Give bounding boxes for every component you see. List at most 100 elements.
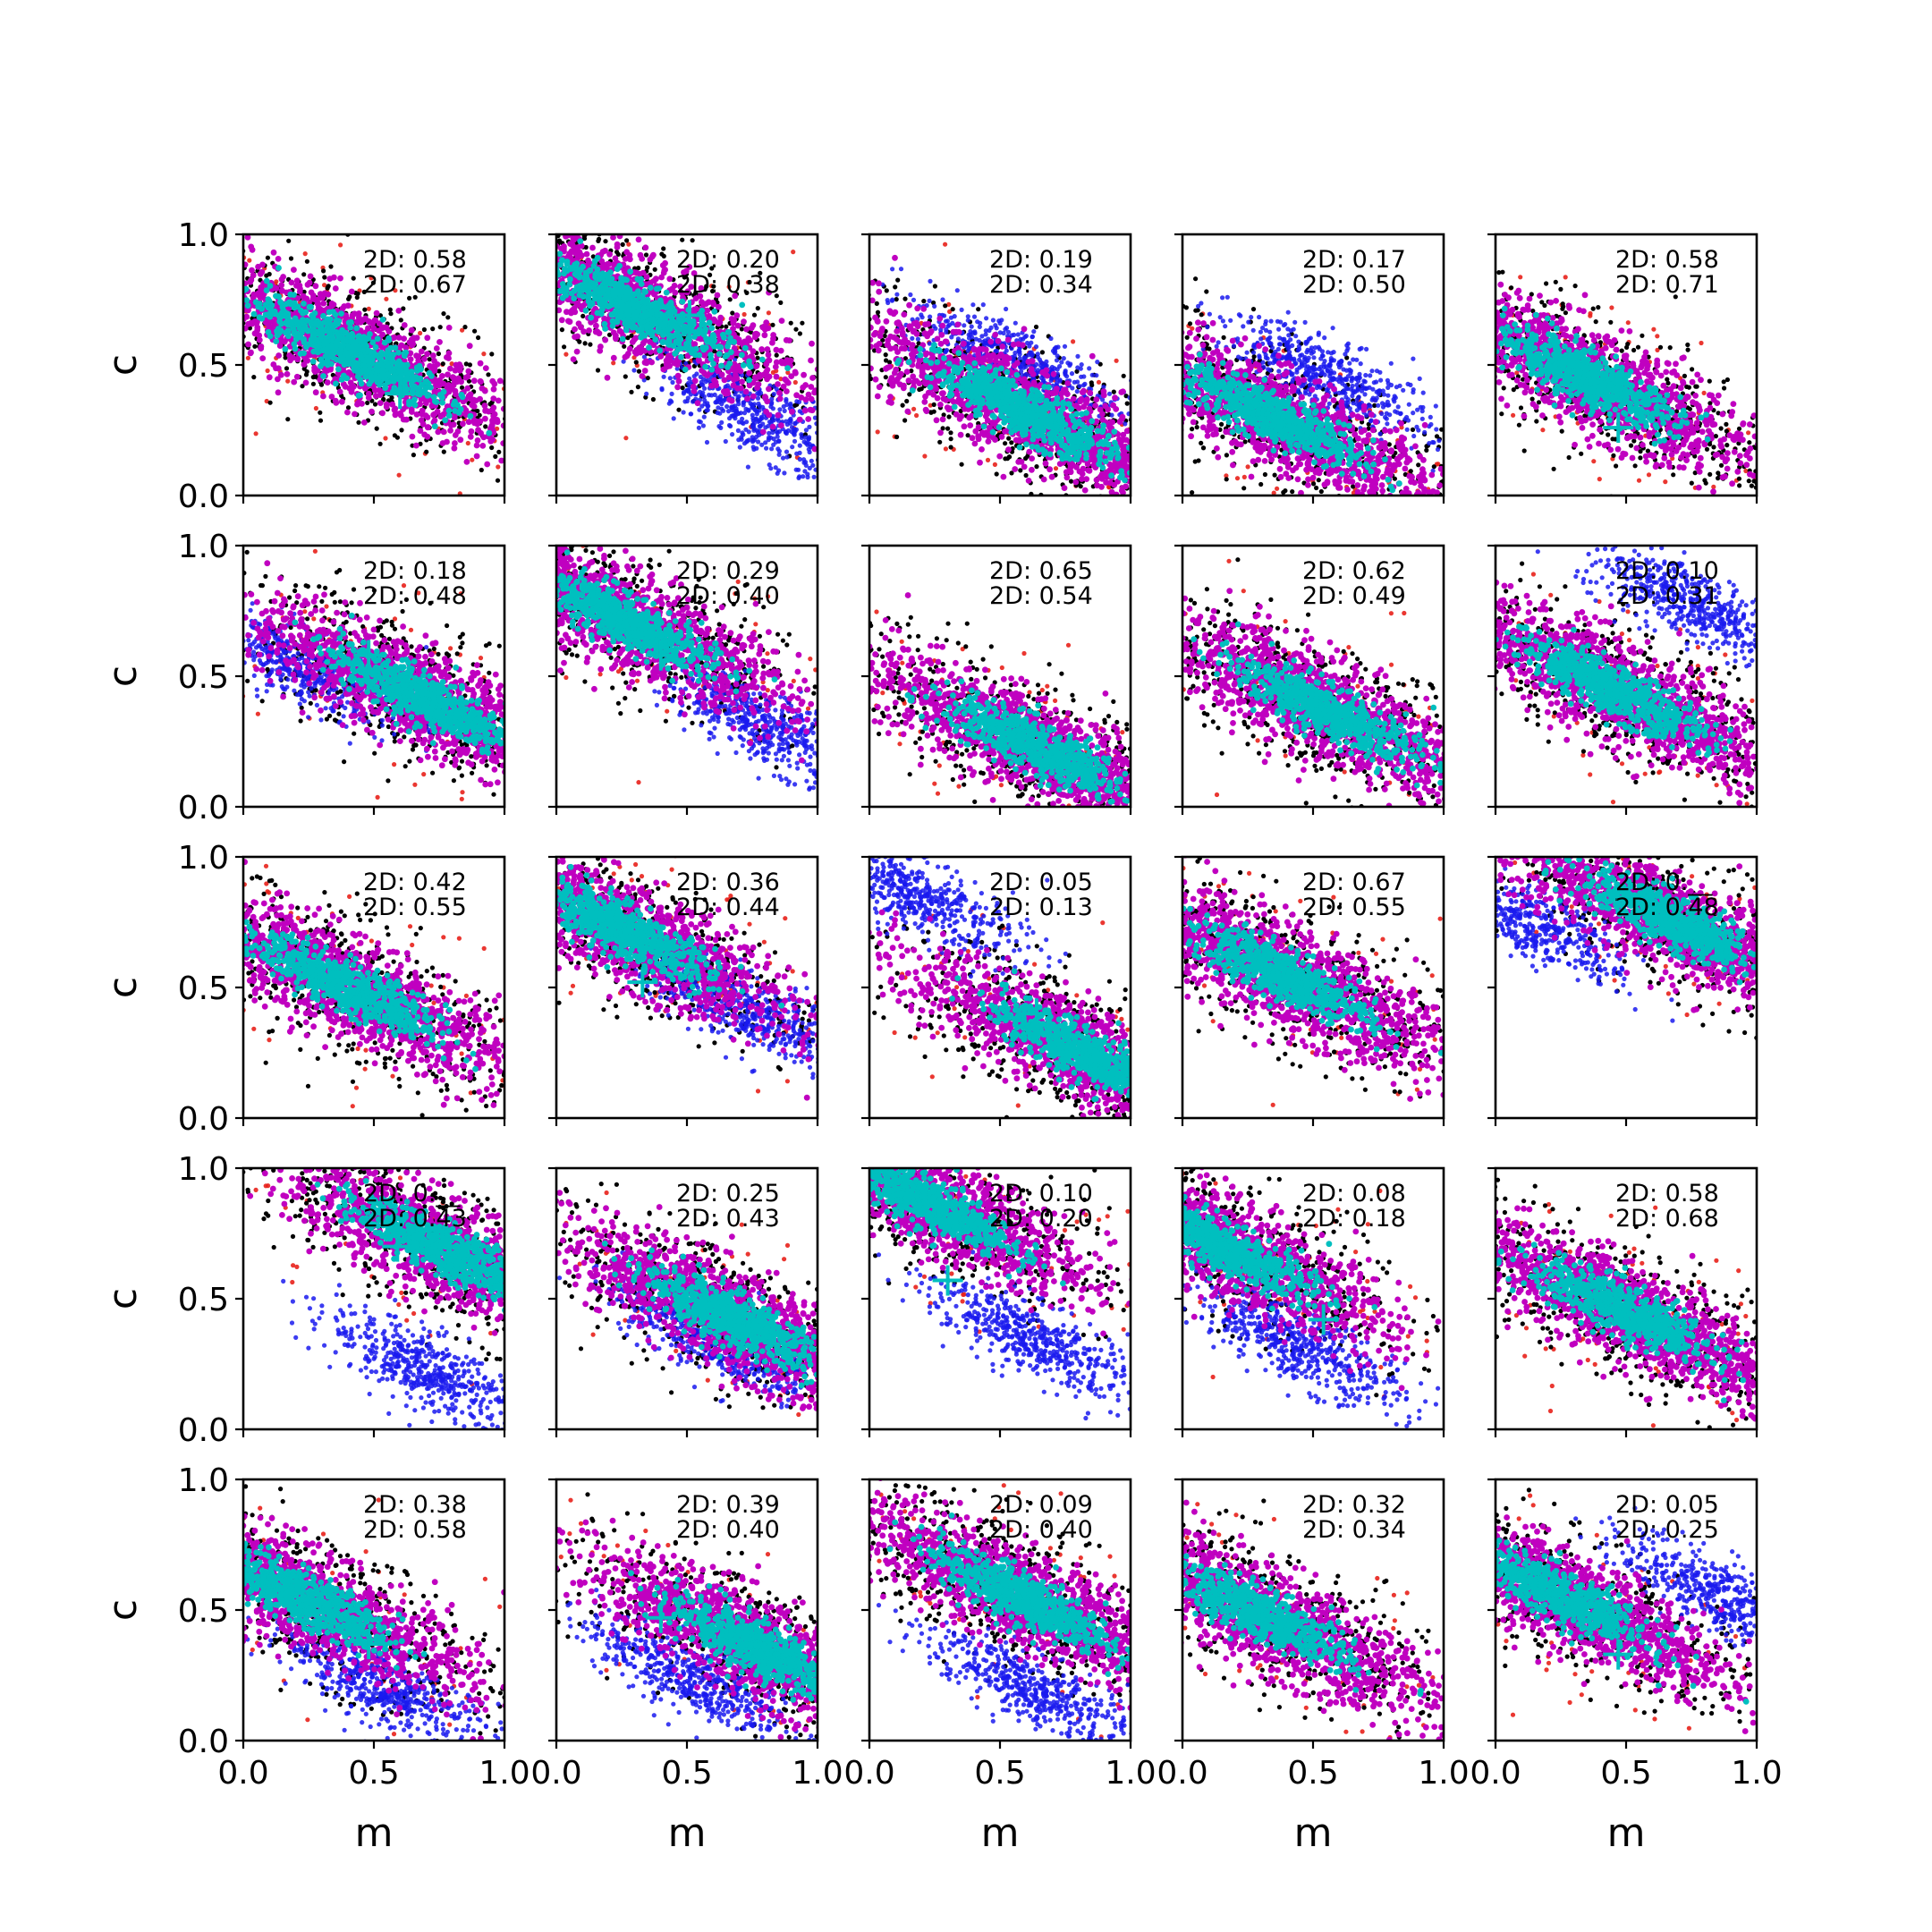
scatter-point <box>464 459 470 465</box>
scatter-point <box>778 422 784 428</box>
scatter-point <box>445 315 450 319</box>
scatter-point <box>625 335 630 340</box>
scatter-point <box>775 353 779 358</box>
scatter-point <box>534 260 538 265</box>
scatter-point <box>303 344 309 351</box>
scatter-point <box>343 384 349 390</box>
scatter-point <box>510 414 516 420</box>
scatter-point <box>439 373 445 379</box>
scatter-point <box>692 377 699 384</box>
scatter-point <box>326 193 330 198</box>
scatter-point <box>301 272 306 276</box>
scatter-point <box>326 355 332 361</box>
scatter-point <box>538 422 545 428</box>
scatter-point <box>203 321 209 327</box>
scatter-point <box>245 342 251 348</box>
scatter-point <box>736 402 741 406</box>
scatter-point <box>439 394 445 401</box>
scatter-point <box>614 250 619 254</box>
scatter-point <box>540 250 547 256</box>
scatter-point <box>627 212 631 216</box>
scatter-point <box>249 267 255 274</box>
scatter-point <box>527 280 533 286</box>
scatter-point <box>835 452 839 456</box>
scatter-point <box>864 469 869 473</box>
scatter-point <box>199 259 203 264</box>
scatter-point <box>309 290 315 296</box>
scatter-point <box>395 171 400 175</box>
scatter-point <box>676 408 681 412</box>
scatter-point <box>185 302 190 307</box>
scatter-point <box>516 455 522 462</box>
scatter-point <box>648 360 655 366</box>
scatter-point <box>165 286 171 292</box>
scatter-point <box>328 361 335 368</box>
scatter-point <box>572 520 577 524</box>
scatter-point <box>402 351 408 357</box>
scatter-point <box>481 241 487 247</box>
scatter-point <box>120 197 124 201</box>
scatter-point <box>216 290 222 296</box>
scatter-point <box>533 217 538 222</box>
scatter-point <box>207 285 213 292</box>
scatter-point <box>379 332 386 338</box>
scatter-point <box>793 327 798 332</box>
scatter-point <box>209 301 216 307</box>
scatter-point <box>365 401 369 405</box>
scatter-point <box>821 457 826 462</box>
scatter-point <box>640 373 646 379</box>
scatter-point <box>699 382 704 386</box>
scatter-point <box>878 453 883 457</box>
scatter-point <box>254 320 260 326</box>
scatter-point <box>576 476 580 480</box>
scatter-point <box>541 453 546 457</box>
scatter-point <box>586 327 592 334</box>
scatter-point <box>145 218 149 223</box>
scatter-point <box>326 319 332 326</box>
scatter-point <box>636 385 640 389</box>
scatter-point <box>574 211 580 217</box>
scatter-point <box>759 416 764 420</box>
scatter-point <box>237 284 243 291</box>
scatter-point <box>373 393 379 399</box>
scatter-point <box>530 376 535 380</box>
scatter-point <box>216 318 223 325</box>
scatter-point <box>848 389 852 394</box>
scatter-point <box>524 297 530 303</box>
scatter-point <box>333 285 339 292</box>
scatter-point <box>137 268 141 273</box>
scatter-point <box>550 258 555 263</box>
scatter-point <box>519 428 523 433</box>
scatter-point <box>749 402 753 406</box>
scatter-point <box>545 267 551 274</box>
scatter-point <box>217 324 224 330</box>
scatter-point <box>623 436 628 440</box>
scatter-point <box>518 471 522 476</box>
scatter-point <box>329 186 334 191</box>
scatter-point <box>214 267 220 274</box>
scatter-point <box>321 268 326 273</box>
scatter-point <box>338 310 344 317</box>
scatter-point <box>633 501 638 505</box>
scatter-point <box>505 376 512 382</box>
scatter-point <box>555 227 560 232</box>
scatter-point <box>443 208 447 213</box>
scatter-point <box>749 325 755 331</box>
scatter-point <box>535 268 541 275</box>
scatter-point <box>358 353 364 360</box>
scatter-point <box>179 275 183 280</box>
scatter-point <box>518 284 522 288</box>
scatter-point <box>530 238 535 242</box>
scatter-point <box>695 400 701 406</box>
scatter-point <box>762 394 768 400</box>
scatter-point <box>527 461 533 467</box>
scatter-point <box>248 157 252 161</box>
scatter-point <box>191 257 198 263</box>
scatter-point <box>455 428 462 435</box>
scatter-point <box>778 301 783 305</box>
scatter-point <box>111 294 115 299</box>
scatter-point <box>447 366 453 372</box>
scatter-point <box>420 421 427 428</box>
scatter-point <box>489 361 494 366</box>
